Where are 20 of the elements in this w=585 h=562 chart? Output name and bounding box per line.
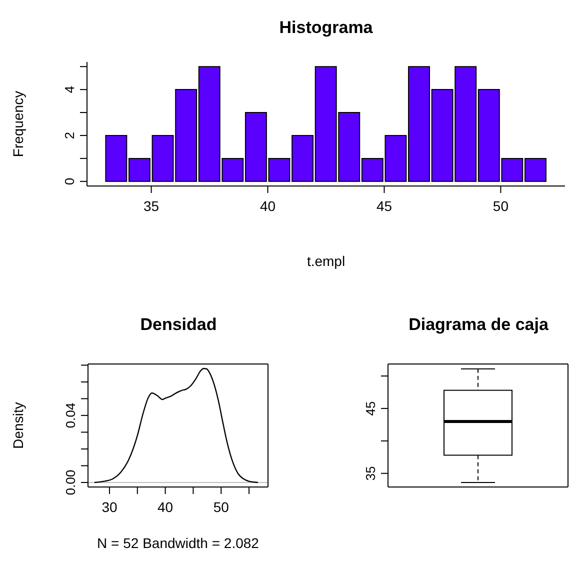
y-axis-title: Frequency — [10, 90, 26, 158]
y-tick-label: 4 — [62, 86, 77, 94]
y-tick-label: 0 — [62, 178, 77, 186]
x-tick-label: 45 — [376, 198, 392, 214]
y-tick-label: 0.00 — [63, 470, 78, 496]
x-tick-label: 50 — [492, 198, 509, 214]
x-axis-title: N = 52 Bandwidth = 2.082 — [97, 535, 260, 551]
chart-title: Diagrama de caja — [408, 315, 550, 335]
chart-title: Histograma — [278, 18, 374, 38]
y-tick-label: 0.04 — [63, 402, 78, 428]
y-tick-label: 2 — [62, 132, 77, 140]
x-tick-label: 30 — [102, 498, 118, 515]
x-axis-title: t.empl — [306, 253, 346, 269]
y-axis-title: Density — [10, 402, 26, 449]
x-tick-label: 50 — [213, 498, 230, 515]
x-tick-label: 35 — [144, 198, 160, 214]
line-series — [94, 368, 259, 484]
x-tick-label: 40 — [158, 498, 174, 515]
chart-title: Densidad — [139, 315, 218, 335]
x-tick-label: 40 — [260, 198, 276, 214]
